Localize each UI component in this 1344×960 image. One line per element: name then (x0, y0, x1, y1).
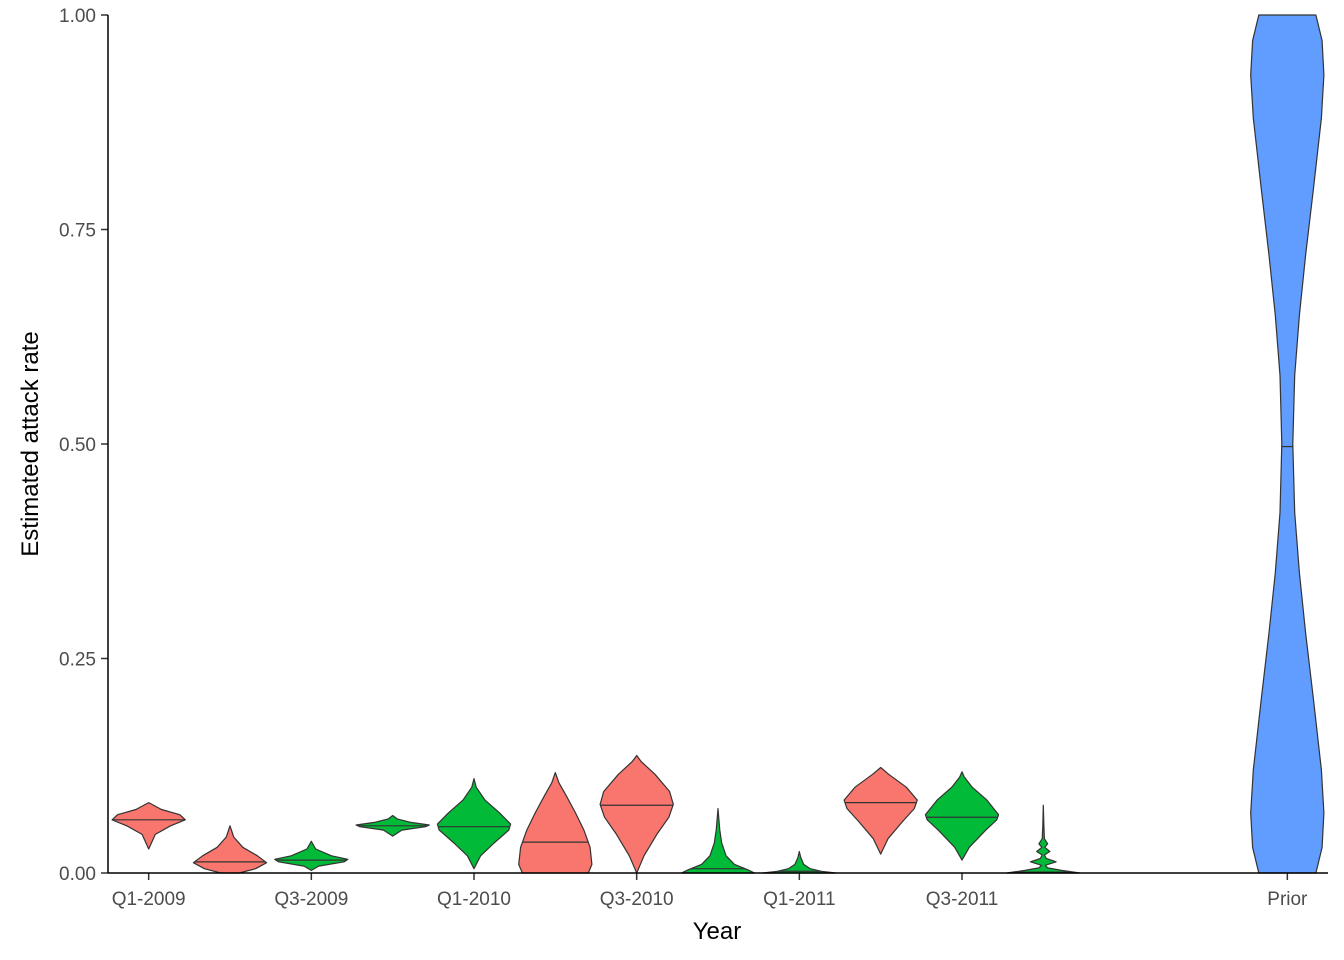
violin-slot-8 (680, 808, 756, 874)
y-tick-label: 0.00 (59, 864, 96, 885)
violins (111, 14, 1325, 874)
violin-slot-7 (599, 754, 674, 874)
x-tick-label: Q3-2009 (274, 889, 348, 910)
violin-slot-10 (843, 766, 918, 855)
y-tick-label: 1.00 (59, 6, 96, 27)
violin-slot-2 (192, 825, 268, 874)
x-axis-title: Year (693, 918, 742, 945)
violin-slot-15 (1250, 14, 1325, 874)
x-tick-label: Q1-2011 (763, 889, 836, 910)
x-tick-label: Q3-2010 (600, 889, 674, 910)
x-tick-label: Q3-2011 (926, 889, 999, 910)
violin-slot-9 (762, 850, 837, 874)
violin-slot-12 (1006, 804, 1081, 874)
x-tick-label: Q1-2010 (437, 889, 511, 910)
violin-slot-11 (924, 771, 1000, 861)
y-tick-label: 0.50 (59, 435, 96, 456)
y-axis-ticks: 0.00 0.25 0.50 0.75 1.00 (59, 6, 108, 885)
y-tick-label: 0.25 (59, 650, 96, 671)
violin-slot-5 (436, 778, 512, 870)
x-tick-label: Prior (1267, 889, 1308, 910)
violin-slot-6 (518, 772, 593, 874)
violin-slot-3 (274, 840, 349, 871)
violin-slot-1 (111, 802, 186, 850)
x-axis-ticks: Q1-2009 Q3-2009 Q1-2010 Q3-2010 Q1-2011 Q3-20… (112, 873, 1308, 910)
y-axis-title: Estimated attack rate (17, 331, 44, 556)
x-tick-label: Q1-2009 (112, 889, 186, 910)
y-tick-label: 0.75 (59, 221, 96, 242)
